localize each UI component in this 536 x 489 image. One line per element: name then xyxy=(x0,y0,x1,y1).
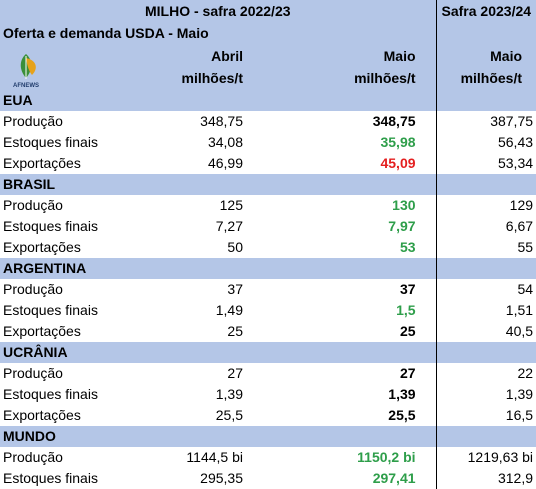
row-label: Estoques finais xyxy=(3,218,98,234)
value-next-season: 1219,63 bi xyxy=(435,447,536,468)
col-maio-month: Maio xyxy=(383,48,416,64)
value-abril: 37 xyxy=(227,281,243,297)
value-next-season: 129 xyxy=(435,195,536,216)
value-maio: 37 xyxy=(399,281,416,297)
col-next-unit: milhões/t xyxy=(460,70,523,86)
value-next-season: 387,75 xyxy=(435,111,536,132)
value-maio: 27 xyxy=(399,365,416,381)
row-label: Produção xyxy=(3,365,63,381)
col-next-month: Maio xyxy=(490,48,523,64)
col-abril-unit: milhões/t xyxy=(181,70,243,86)
value-abril: 27 xyxy=(227,365,243,381)
value-abril: 1,49 xyxy=(215,302,243,318)
row-label: Estoques finais xyxy=(3,302,98,318)
value-abril: 125 xyxy=(219,197,243,213)
col-maio-header: Maio milhões/t xyxy=(263,44,437,90)
value-abril: 295,35 xyxy=(200,470,243,486)
table-row: Produção 1144,5 bi 1150,2 bi 1219,63 bi xyxy=(0,447,536,468)
value-maio: 53 xyxy=(399,239,416,255)
section-title: ARGENTINA xyxy=(0,258,437,279)
value-next-season: 40,5 xyxy=(435,321,536,342)
value-abril: 1144,5 bi xyxy=(186,449,243,465)
value-next-season: 1,39 xyxy=(435,384,536,405)
table-subtitle: Oferta e demanda USDA - Maio xyxy=(0,22,437,44)
value-abril: 7,27 xyxy=(215,218,243,234)
section-row: EUA xyxy=(0,90,536,111)
next-season-title: Safra 2023/24 xyxy=(435,0,536,22)
value-abril: 50 xyxy=(227,239,243,255)
table-row: Produção 125 130 129 xyxy=(0,195,536,216)
row-label: Exportações xyxy=(3,155,81,171)
section-row: MUNDO xyxy=(0,426,536,447)
value-abril: 34,08 xyxy=(207,134,243,150)
value-next-season: 54 xyxy=(435,279,536,300)
row-label: Produção xyxy=(3,449,63,465)
value-maio: 25,5 xyxy=(388,407,416,423)
section-title: MUNDO xyxy=(0,426,437,447)
col-maio-unit: milhões/t xyxy=(354,70,416,86)
row-label: Estoques finais xyxy=(3,470,98,486)
col-abril-header: Abril milhões/t xyxy=(154,44,263,90)
logo-text: AFNEWS xyxy=(13,83,39,89)
table-row: Estoques finais 34,08 35,98 56,43 xyxy=(0,132,536,153)
section-title: BRASIL xyxy=(0,174,437,195)
section-row: ARGENTINA xyxy=(0,258,536,279)
value-next-season: 1,51 xyxy=(435,300,536,321)
col-next-header: Maio milhões/t xyxy=(435,44,536,90)
table-row: Estoques finais 1,39 1,39 1,39 xyxy=(0,384,536,405)
value-abril: 1,39 xyxy=(215,386,243,402)
value-next-season: 312,9 xyxy=(435,468,536,489)
value-next-season: 22 xyxy=(435,363,536,384)
table-row: Exportações 25 25 40,5 xyxy=(0,321,536,342)
value-maio: 348,75 xyxy=(372,113,416,129)
section-row: UCRÂNIA xyxy=(0,342,536,363)
table-row: Estoques finais 295,35 297,41 312,9 xyxy=(0,468,536,489)
value-maio: 1,39 xyxy=(388,386,416,402)
value-abril: 46,99 xyxy=(207,155,243,171)
logo-cell: AFNEWS xyxy=(0,44,154,90)
section-title: UCRÂNIA xyxy=(0,342,437,363)
row-label: Produção xyxy=(3,113,63,129)
value-abril: 25 xyxy=(227,323,243,339)
value-maio: 7,97 xyxy=(388,218,416,234)
afnews-logo-icon: AFNEWS xyxy=(13,54,39,89)
row-label: Estoques finais xyxy=(3,134,98,150)
value-next-season: 6,67 xyxy=(435,216,536,237)
row-label: Exportações xyxy=(3,239,81,255)
table-row: Produção 37 37 54 xyxy=(0,279,536,300)
section-row: BRASIL xyxy=(0,174,536,195)
table-row: Estoques finais 1,49 1,5 1,51 xyxy=(0,300,536,321)
row-label: Produção xyxy=(3,281,63,297)
value-maio: 35,98 xyxy=(380,134,416,150)
value-maio: 45,09 xyxy=(380,155,416,171)
value-maio: 130 xyxy=(392,197,416,213)
value-abril: 348,75 xyxy=(200,113,243,129)
col-abril-month: Abril xyxy=(211,48,243,64)
table-row: Exportações 50 53 55 xyxy=(0,237,536,258)
row-label: Exportações xyxy=(3,323,81,339)
row-label: Exportações xyxy=(3,407,81,423)
value-next-season: 55 xyxy=(435,237,536,258)
value-maio: 297,41 xyxy=(372,470,416,486)
table-title: MILHO - safra 2022/23 xyxy=(0,0,437,22)
row-label: Estoques finais xyxy=(3,386,98,402)
table-row: Produção 27 27 22 xyxy=(0,363,536,384)
value-abril: 25,5 xyxy=(215,407,243,423)
table-row: Estoques finais 7,27 7,97 6,67 xyxy=(0,216,536,237)
value-maio: 1,5 xyxy=(396,302,416,318)
value-maio: 1150,2 bi xyxy=(357,449,416,465)
row-label: Produção xyxy=(3,197,63,213)
value-maio: 25 xyxy=(399,323,416,339)
value-next-season: 16,5 xyxy=(435,405,536,426)
table-row: Exportações 25,5 25,5 16,5 xyxy=(0,405,536,426)
value-next-season: 53,34 xyxy=(435,153,536,174)
table-row: Produção 348,75 348,75 387,75 xyxy=(0,111,536,132)
table-row: Exportações 46,99 45,09 53,34 xyxy=(0,153,536,174)
value-next-season: 56,43 xyxy=(435,132,536,153)
section-title: EUA xyxy=(0,90,437,111)
